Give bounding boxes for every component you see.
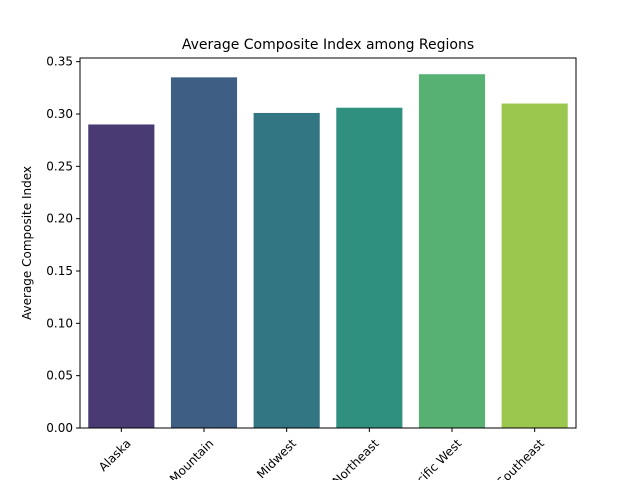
bar-pacific-west [418,74,486,428]
x-tick-label: Mountain [167,436,216,480]
y-tick-label: 0.20 [46,212,73,226]
y-tick-label: 0.30 [46,107,73,121]
y-tick-label: 0.15 [46,264,73,278]
bar-northeast [336,107,403,429]
y-tick-label: 0.35 [46,55,73,69]
y-tick-label: 0.10 [46,316,73,330]
bar-mountain [170,77,238,428]
y-tick-label: 0.25 [46,159,73,173]
y-tick-label: 0.05 [46,369,73,383]
chart-title: Average Composite Index among Regions [182,37,474,53]
bar-midwest [253,112,320,428]
bars-group [88,74,568,429]
bar-southeast [501,103,568,429]
y-axis-label: Average Composite Index [20,166,34,320]
bar-alaska [88,124,155,429]
plot-frame [79,57,577,429]
x-tick-label: Southeast [494,436,547,480]
x-tick-label: Alaska [96,436,134,474]
x-tick-label: Northeast [330,436,382,480]
x-tick-label: Midwest [254,436,299,480]
y-ticks-group: 0.00 0.05 0.10 0.15 0.20 0.25 0.30 0.35 [46,55,80,435]
x-tick-label: Pacific West [404,436,465,480]
y-tick-label: 0.00 [46,421,73,435]
x-ticks-group: Alaska Mountain Midwest Northeast Pacific We… [96,428,547,480]
